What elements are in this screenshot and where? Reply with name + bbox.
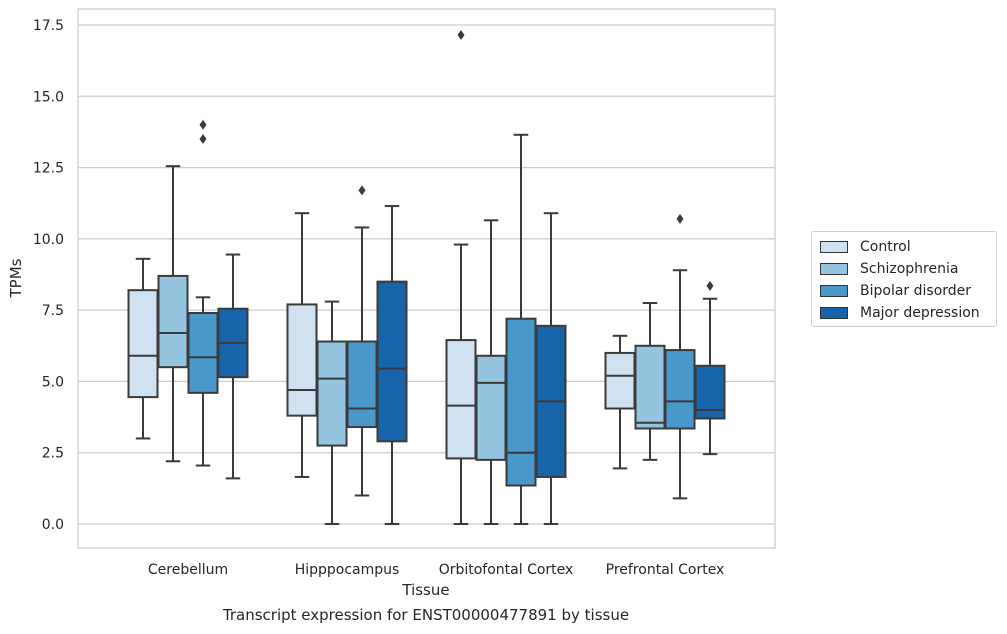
y-tick-label: 7.5 (42, 303, 64, 319)
y-tick-label: 17.5 (33, 18, 64, 34)
legend-swatch (820, 263, 848, 275)
box-bipolar-disorder (187, 119, 219, 467)
box-iqr (157, 274, 189, 369)
box-control (604, 334, 636, 470)
box-iqr (127, 289, 159, 399)
grid (78, 24, 775, 525)
outlier-point (358, 185, 366, 196)
legend-label: Major depression (860, 305, 980, 321)
box-bipolar-disorder (505, 133, 537, 525)
box-major-depression (376, 205, 408, 525)
outlier-point (457, 29, 465, 40)
legend-swatch (820, 285, 848, 297)
box-major-depression (694, 280, 726, 456)
box-iqr (604, 351, 636, 410)
outlier-point (199, 119, 207, 130)
legend-swatch (820, 307, 848, 319)
box-major-depression (535, 212, 567, 525)
box-control (445, 29, 477, 525)
box-iqr (664, 349, 696, 430)
legend-label: Bipolar disorder (860, 283, 972, 299)
box-schizophrenia (634, 302, 666, 461)
x-tick-labels: Cerebellum Hipppocampus Orbitofontal Corte… (148, 562, 724, 578)
chart-caption: Transcript expression for ENST0000047789… (222, 606, 630, 624)
x-axis-label: Tissue (401, 581, 449, 599)
y-tick-label: 0.0 (42, 517, 64, 533)
outlier-point (676, 213, 684, 224)
box-iqr (445, 339, 477, 460)
plot-frame (77, 8, 776, 549)
y-tick-label: 5.0 (42, 374, 64, 390)
box-bipolar-disorder (346, 185, 378, 497)
box-iqr (187, 311, 219, 394)
legend-item: Bipolar disorder (820, 280, 988, 302)
legend-label: Control (860, 239, 911, 255)
outlier-point (706, 280, 714, 291)
box-iqr (316, 340, 348, 447)
x-tick-label: Cerebellum (148, 562, 228, 578)
x-tick-label: Orbitofontal Cortex (439, 562, 574, 578)
y-axis-label: TPMs (7, 258, 25, 298)
box-iqr (475, 354, 507, 461)
box-iqr (346, 340, 378, 429)
y-tick-label: 10.0 (33, 232, 64, 248)
box-bipolar-disorder (664, 213, 696, 500)
box-iqr (376, 280, 408, 443)
outlier-point (199, 134, 207, 145)
x-tick-label: Prefrontal Cortex (606, 562, 725, 578)
box-iqr (505, 317, 537, 487)
y-tick-label: 2.5 (42, 446, 64, 462)
y-tick-label: 12.5 (33, 161, 64, 177)
boxes (127, 29, 726, 525)
box-control (127, 257, 159, 440)
legend-label: Schizophrenia (860, 261, 959, 277)
y-tick-labels: 0.0 2.5 5.0 7.5 10.0 12.5 15.0 17.5 (33, 18, 64, 533)
box-schizophrenia (316, 300, 348, 525)
box-control (286, 212, 318, 478)
legend-item: Schizophrenia (820, 258, 988, 280)
box-schizophrenia (157, 165, 189, 463)
box-iqr (634, 344, 666, 430)
box-schizophrenia (475, 219, 507, 525)
legend: Control Schizophrenia Bipolar disorder Majo… (811, 231, 997, 327)
box-iqr (286, 303, 318, 417)
legend-item: Major depression (820, 302, 988, 324)
legend-item: Control (820, 236, 988, 258)
x-tick-label: Hipppocampus (295, 562, 400, 578)
y-tick-label: 15.0 (33, 89, 64, 105)
legend-swatch (820, 241, 848, 253)
box-major-depression (217, 253, 249, 480)
